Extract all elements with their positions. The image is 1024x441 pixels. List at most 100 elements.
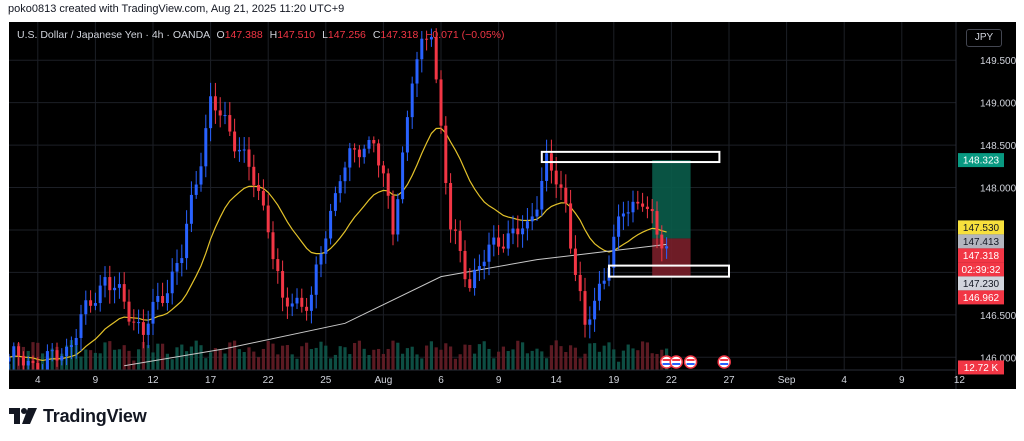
- candle-body: [357, 149, 361, 158]
- candle-body: [401, 152, 405, 200]
- volume-bar: [516, 340, 520, 370]
- volume-bar: [621, 350, 625, 370]
- y-tick-label: 148.500: [980, 141, 1016, 152]
- candle-body: [410, 83, 414, 118]
- candle-body: [530, 216, 534, 222]
- price-label-box: [958, 276, 1004, 291]
- candle-body: [237, 149, 241, 152]
- candle-body: [511, 228, 515, 234]
- volume-bar: [636, 350, 640, 370]
- candle-body: [165, 293, 169, 303]
- chart-caption: poko0813 created with TradingView.com, A…: [8, 3, 345, 15]
- volume-bar: [233, 340, 237, 370]
- chart-panel[interactable]: 149.500 149.000 148.500 148.000 146.500 146.0…: [9, 22, 1016, 389]
- volume-bar: [449, 346, 453, 370]
- candlestick-chart[interactable]: 149.500 149.000 148.500 148.000 146.500 146.0…: [9, 22, 1016, 389]
- volume-bar: [247, 347, 251, 370]
- symbol-title[interactable]: U.S. Dollar / Japanese Yen · 4h · OANDA: [17, 29, 210, 41]
- candle-body: [593, 300, 597, 320]
- candle-body: [204, 128, 208, 167]
- volume-bar: [343, 347, 347, 370]
- price-label: 02:39:32: [958, 262, 1004, 277]
- candle-body: [621, 213, 625, 217]
- candle-body: [98, 285, 102, 304]
- volume-bar: [645, 342, 649, 370]
- candle-body: [487, 244, 491, 262]
- candle-body: [314, 264, 318, 295]
- candle-body: [305, 306, 309, 311]
- target-zone: [652, 160, 691, 239]
- volume-bar: [117, 349, 121, 370]
- x-tick-label: 4: [841, 375, 847, 386]
- candle-body: [209, 96, 213, 129]
- volume-bar: [98, 353, 102, 370]
- candle-body: [573, 248, 577, 275]
- volume-bar: [525, 353, 529, 370]
- price-label-text: 12.72 K: [964, 363, 999, 374]
- event-flag-stripe: [686, 359, 695, 361]
- volume-bar: [453, 358, 457, 370]
- candle-body: [108, 277, 112, 291]
- volume-bar: [333, 354, 337, 370]
- event-flag-stripe: [662, 359, 671, 361]
- volume-bar: [141, 341, 145, 370]
- price-labels-layer: 148.323 147.530 147.413 147.318 02:39:32 147.…: [958, 153, 1004, 375]
- candle-body: [492, 237, 496, 245]
- candle-body: [367, 139, 371, 149]
- event-flag-ring: [683, 355, 698, 369]
- candle-body: [199, 166, 203, 185]
- volume-bar: [261, 348, 265, 370]
- event-flag-icon: [717, 355, 731, 369]
- price-label-text: 147.230: [963, 279, 1000, 290]
- candle-body: [521, 228, 525, 235]
- candle-body: [17, 346, 21, 356]
- volume-bar: [473, 353, 477, 370]
- volume-bar: [607, 342, 611, 370]
- candle-body: [103, 277, 107, 286]
- volume-bar: [84, 349, 88, 370]
- volume-bar: [434, 347, 438, 370]
- axis-layer: 149.500 149.000 148.500 148.000 146.500 146.0…: [9, 22, 1016, 389]
- candle-body: [434, 36, 438, 80]
- x-tick-label: 9: [93, 375, 99, 386]
- volume-bar: [569, 345, 573, 370]
- candle-body: [65, 346, 69, 357]
- price-label-text: 147.413: [963, 237, 1000, 248]
- candle-body: [386, 173, 390, 196]
- candle-body: [449, 183, 453, 230]
- volume-bar: [305, 342, 309, 370]
- event-flag-stripe: [672, 363, 681, 365]
- x-tick-label: 12: [147, 375, 159, 386]
- volume-bar: [497, 351, 501, 370]
- volume-bar: [324, 345, 328, 370]
- ohlc-header: U.S. Dollar / Japanese Yen · 4h · OANDA …: [17, 29, 505, 41]
- x-tick-label: 9: [496, 375, 502, 386]
- volume-bar: [329, 358, 333, 370]
- volume-bar: [266, 341, 270, 370]
- candle-body: [281, 271, 285, 298]
- y-tick-label: 149.500: [980, 56, 1016, 67]
- candle-body: [223, 115, 227, 117]
- volume-bar: [420, 358, 424, 370]
- candle-body: [233, 131, 237, 152]
- candle-body: [348, 148, 352, 168]
- currency-button[interactable]: JPY: [966, 29, 1002, 47]
- candle-body: [261, 190, 265, 206]
- candle-body: [540, 180, 544, 210]
- candle-body: [12, 346, 16, 358]
- close-value: 147.318: [380, 29, 419, 41]
- volume-bar: [641, 341, 645, 370]
- candle-body: [655, 211, 659, 235]
- volume-bar: [79, 356, 83, 370]
- candle-body: [444, 125, 448, 184]
- candle-body: [21, 355, 25, 366]
- volume-bar: [257, 357, 261, 370]
- candle-body: [377, 143, 381, 166]
- y-tick-label: 146.000: [980, 353, 1016, 364]
- volume-bar: [357, 340, 361, 370]
- candle-body: [564, 187, 568, 204]
- candle-body: [60, 356, 64, 361]
- candle-body: [276, 259, 280, 272]
- candle-body: [468, 279, 472, 289]
- volume-bar: [655, 353, 659, 370]
